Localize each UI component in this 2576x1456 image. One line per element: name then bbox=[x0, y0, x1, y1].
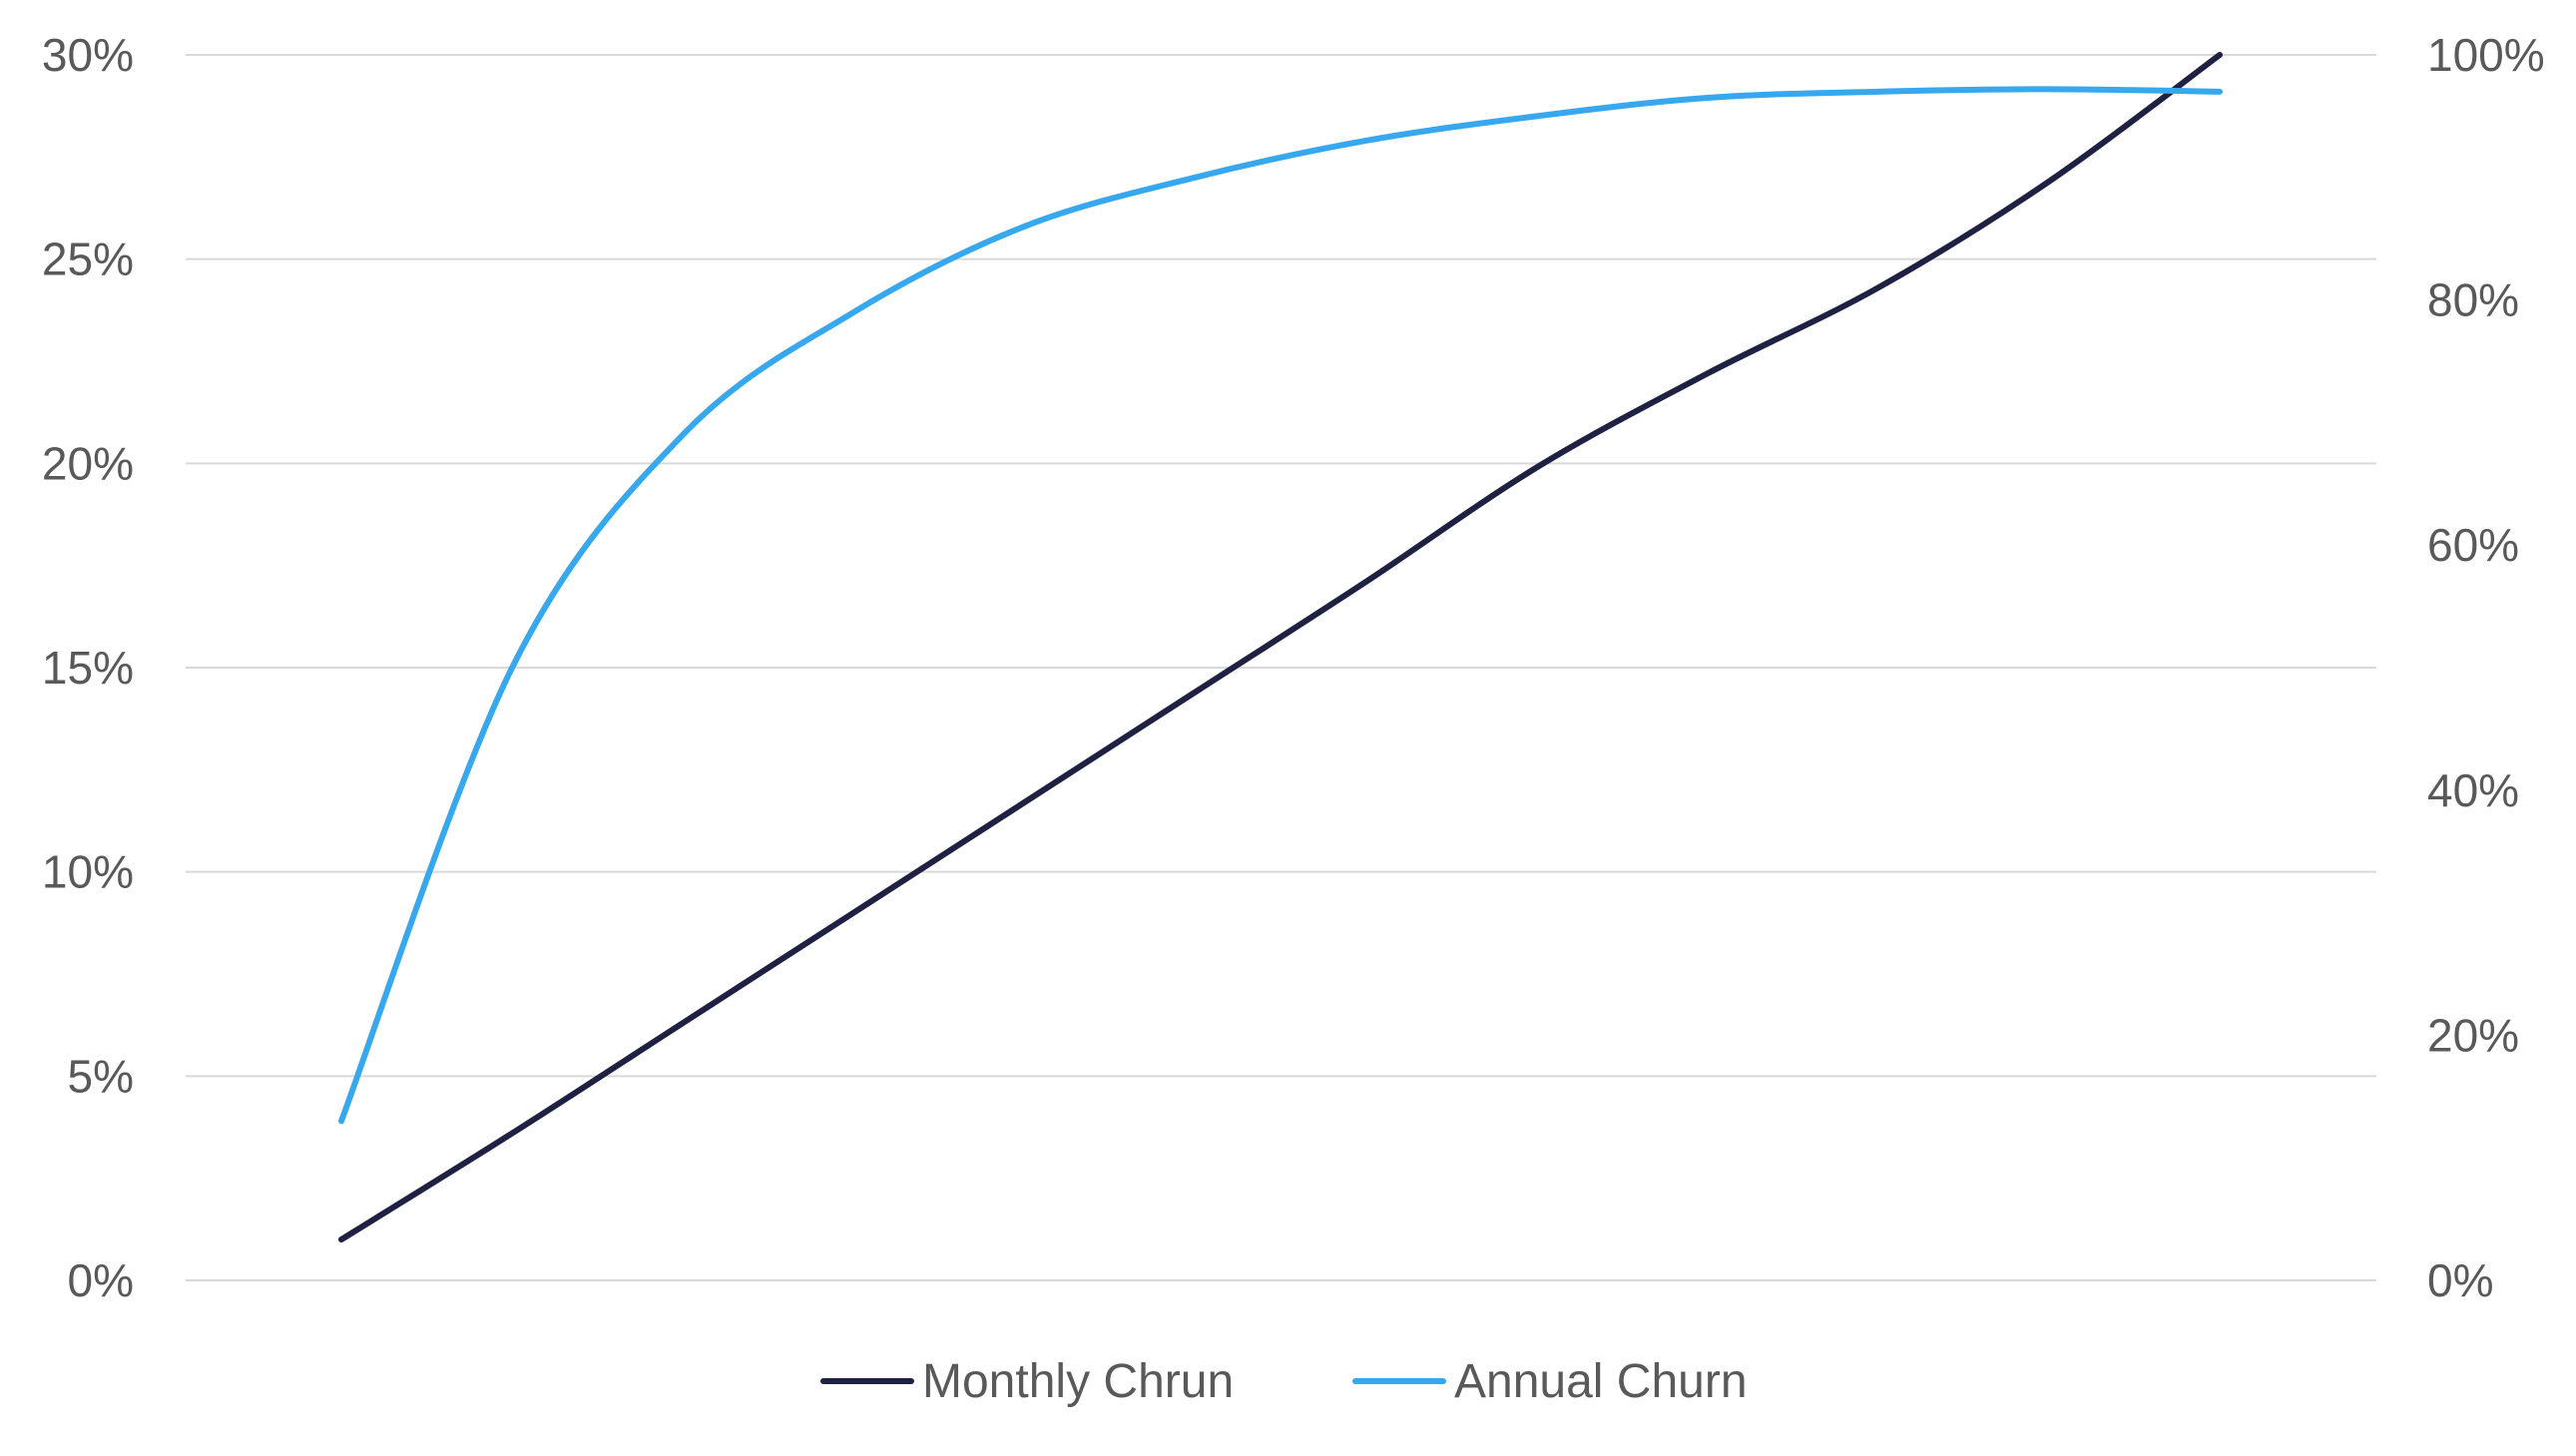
right-y-tick-label: 0% bbox=[2427, 1254, 2493, 1306]
left-y-tick-label: 5% bbox=[68, 1050, 134, 1102]
left-y-tick-label: 30% bbox=[42, 29, 134, 81]
left-y-tick-label: 0% bbox=[68, 1254, 134, 1306]
right-y-tick-label: 60% bbox=[2427, 519, 2519, 571]
legend-label-annual-churn: Annual Churn bbox=[1454, 1355, 1748, 1408]
legend: Monthly Chrun Annual Churn bbox=[820, 1355, 1748, 1408]
left-y-axis: 0% 5% 10% 15% 20% 25% 30% bbox=[42, 29, 134, 1306]
right-y-tick-label: 40% bbox=[2427, 764, 2519, 816]
right-y-tick-label: 100% bbox=[2427, 29, 2545, 81]
right-y-tick-label: 80% bbox=[2427, 274, 2519, 326]
legend-label-monthly-churn: Monthly Chrun bbox=[922, 1355, 1234, 1408]
gridlines bbox=[186, 54, 2376, 1281]
series-line-annual-churn bbox=[338, 86, 2223, 1125]
series-lines bbox=[338, 52, 2223, 1243]
left-y-tick-label: 25% bbox=[42, 234, 134, 285]
left-y-tick-label: 10% bbox=[42, 846, 134, 898]
right-y-tick-label: 20% bbox=[2427, 1009, 2519, 1061]
series-line-monthly-chrun bbox=[338, 52, 2223, 1243]
left-y-tick-label: 15% bbox=[42, 642, 134, 694]
right-y-axis: 0% 20% 40% 60% 80% 100% bbox=[2427, 29, 2545, 1306]
left-y-tick-label: 20% bbox=[42, 437, 134, 489]
